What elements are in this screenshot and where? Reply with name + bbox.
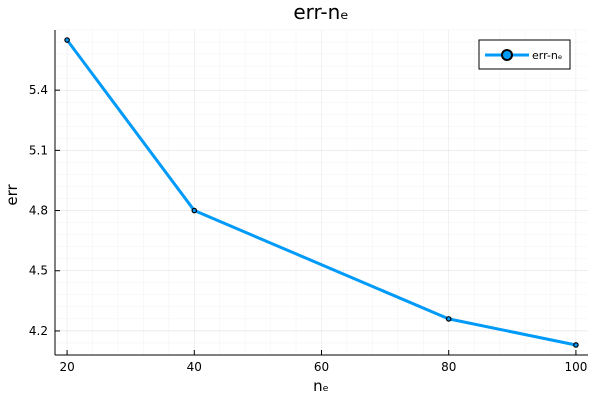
data-point — [573, 342, 579, 348]
data-point — [191, 207, 198, 214]
data-point — [64, 37, 70, 43]
grid — [55, 29, 588, 356]
legend-label: err-nₑ — [532, 49, 562, 62]
chart-title: err-nₑ — [293, 0, 348, 24]
data-point — [445, 316, 452, 322]
y-tick-label: 5.1 — [29, 143, 48, 157]
x-tick-label: 20 — [59, 360, 74, 374]
x-tick-label: 60 — [314, 360, 329, 374]
y-axis-label: err — [3, 184, 21, 206]
legend: err-nₑ — [478, 39, 571, 70]
x-tick-label: 40 — [187, 360, 202, 374]
tick-labels: 20 40 60 80 100 4.2 4.5 4.8 5.1 5.4 — [29, 83, 587, 374]
x-tick-label: 80 — [441, 360, 456, 374]
y-tick-label: 5.4 — [29, 83, 48, 97]
y-tick-label: 4.2 — [29, 324, 48, 338]
series-layer — [64, 37, 579, 348]
x-axis-label: nₑ — [313, 377, 329, 395]
y-tick-label: 4.5 — [29, 264, 48, 278]
series-line — [65, 39, 577, 347]
axes — [54, 30, 588, 356]
x-tick-label: 100 — [564, 360, 587, 374]
y-tick-label: 4.8 — [29, 204, 48, 218]
legend-marker-icon — [501, 49, 513, 61]
